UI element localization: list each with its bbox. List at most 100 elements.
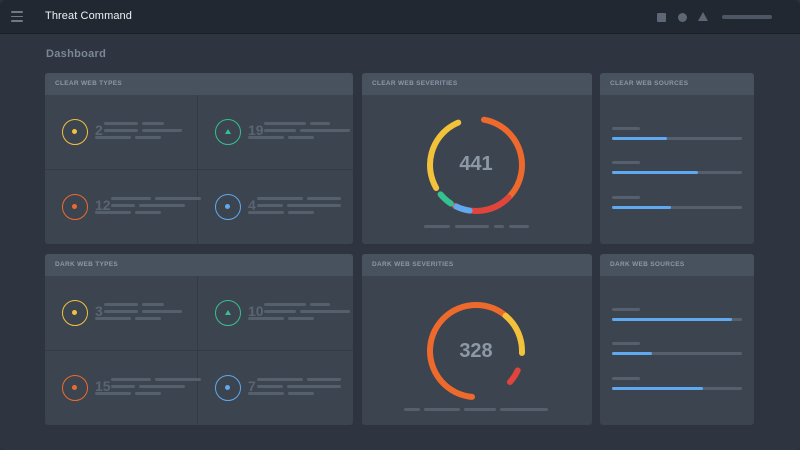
- placeholder-bar: [264, 310, 296, 313]
- clear-web-severities-card: CLEAR WEB SEVERITIES 441: [362, 73, 592, 244]
- type-count: 19: [248, 122, 264, 138]
- card-header: DARK WEB SOURCES: [600, 254, 754, 276]
- circle-icon[interactable]: [678, 13, 687, 22]
- placeholder-bar: [95, 136, 131, 139]
- type-tile[interactable]: 3: [45, 276, 197, 350]
- legend-item: [404, 408, 420, 411]
- placeholder-bar: [142, 310, 182, 313]
- type-tile[interactable]: 12: [45, 170, 201, 244]
- donut-segment-low: [427, 116, 525, 214]
- card-header: DARK WEB SEVERITIES: [362, 254, 592, 276]
- types-grid: 3 10 15 7: [45, 276, 353, 425]
- legend-item: [424, 225, 450, 228]
- triangle-icon: [224, 309, 231, 315]
- card-title: DARK WEB TYPES: [55, 261, 119, 268]
- placeholder-bar: [257, 204, 283, 207]
- type-count: 15: [95, 378, 111, 394]
- source-row: [612, 308, 742, 321]
- placeholder-bar: [135, 392, 161, 395]
- type-tile[interactable]: 15: [45, 351, 201, 425]
- donut-chart: [404, 302, 548, 411]
- placeholder-bar: [95, 392, 131, 395]
- placeholder-bar: [264, 122, 306, 125]
- legend-item: [494, 225, 504, 228]
- type-tile[interactable]: 2: [45, 95, 197, 169]
- severity-total: 328: [459, 340, 493, 362]
- placeholder-bar: [135, 136, 161, 139]
- placeholder-bar: [248, 317, 284, 320]
- dot-icon: [225, 204, 230, 209]
- source-bar: [612, 137, 742, 140]
- placeholder-bar: [300, 129, 350, 132]
- type-ring-icon: [215, 375, 241, 401]
- type-tile[interactable]: 4: [198, 170, 350, 244]
- dark-web-severities-card: DARK WEB SEVERITIES 328: [362, 254, 592, 425]
- card-title: CLEAR WEB SEVERITIES: [372, 80, 458, 87]
- card-header: CLEAR WEB TYPES: [45, 73, 353, 95]
- card-header: CLEAR WEB SOURCES: [600, 73, 754, 95]
- divider: [45, 169, 353, 170]
- placeholder-bar: [310, 122, 330, 125]
- placeholder-bar: [95, 317, 131, 320]
- user-menu[interactable]: [722, 15, 772, 19]
- donut-segment-medium: [427, 116, 525, 214]
- card-header: CLEAR WEB SEVERITIES: [362, 73, 592, 95]
- placeholder-bar: [264, 303, 306, 306]
- source-label: [612, 161, 640, 164]
- placeholder-bar: [139, 204, 185, 207]
- square-icon[interactable]: [657, 13, 666, 22]
- type-count: 2: [95, 122, 103, 138]
- dot-icon: [72, 204, 77, 209]
- donut-chart: [424, 116, 529, 228]
- placeholder-bar: [307, 378, 341, 381]
- placeholder-bar: [248, 392, 284, 395]
- dot-icon: [225, 385, 230, 390]
- source-label: [612, 127, 640, 130]
- placeholder-bar: [111, 385, 135, 388]
- type-tile[interactable]: 19: [198, 95, 350, 169]
- placeholder-bar: [135, 211, 161, 214]
- source-label: [612, 196, 640, 199]
- alert-triangle-icon[interactable]: [698, 12, 708, 21]
- placeholder-bar: [139, 385, 185, 388]
- source-row: [612, 196, 742, 209]
- menu-icon[interactable]: [11, 11, 23, 22]
- triangle-icon: [224, 128, 231, 134]
- source-bar-fill: [612, 387, 703, 390]
- placeholder-bar: [111, 378, 151, 381]
- legend-item: [424, 408, 460, 411]
- placeholder-bar: [288, 136, 314, 139]
- type-ring-icon: [62, 300, 88, 326]
- placeholder-bar: [142, 129, 182, 132]
- type-tile[interactable]: 7: [198, 351, 350, 425]
- type-tile[interactable]: 10: [198, 276, 350, 350]
- source-label: [612, 377, 640, 380]
- type-ring-icon: [215, 300, 241, 326]
- app-title: Threat Command: [45, 10, 132, 22]
- type-count: 10: [248, 303, 264, 319]
- dot-icon: [72, 129, 77, 134]
- placeholder-bar: [310, 303, 330, 306]
- type-ring-icon: [62, 375, 88, 401]
- type-ring-icon: [62, 194, 88, 220]
- placeholder-bar: [300, 310, 350, 313]
- placeholder-bar: [142, 303, 164, 306]
- source-label: [612, 308, 640, 311]
- dark-web-types-card: DARK WEB TYPES 3 10 15 7: [45, 254, 353, 425]
- placeholder-bar: [104, 129, 138, 132]
- placeholder-bar: [257, 385, 283, 388]
- type-count: 7: [248, 378, 256, 394]
- source-bar: [612, 206, 742, 209]
- placeholder-bar: [104, 310, 138, 313]
- source-bar-fill: [612, 137, 667, 140]
- source-bar: [612, 171, 742, 174]
- type-ring-icon: [62, 119, 88, 145]
- placeholder-bar: [248, 136, 284, 139]
- placeholder-bar: [155, 197, 201, 200]
- top-bar: Threat Command: [0, 0, 800, 34]
- card-title: DARK WEB SOURCES: [610, 261, 685, 268]
- card-title: DARK WEB SEVERITIES: [372, 261, 454, 268]
- type-count: 3: [95, 303, 103, 319]
- placeholder-bar: [135, 317, 161, 320]
